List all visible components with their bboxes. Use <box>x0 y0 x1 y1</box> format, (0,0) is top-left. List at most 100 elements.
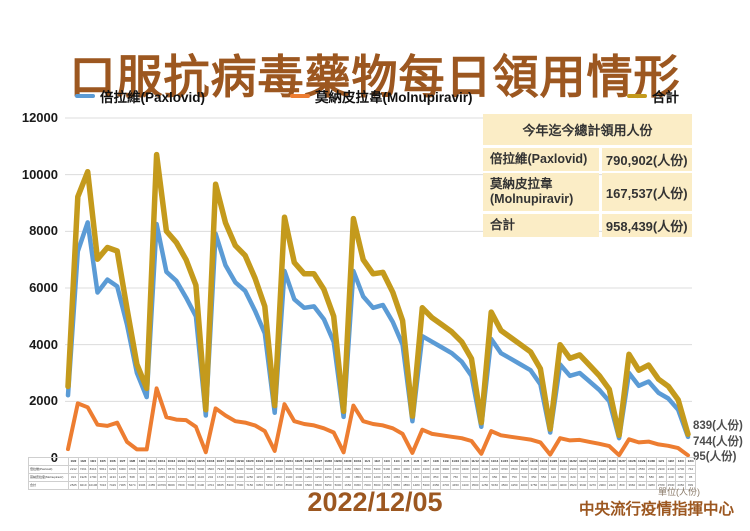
date-cell: 11/28 <box>626 456 638 467</box>
date-cell: 10/15 <box>195 456 207 467</box>
value-cell: 3640 <box>577 481 589 491</box>
value-cell: 850 <box>430 473 442 483</box>
value-cell: 4000 <box>557 481 569 491</box>
value-cell: 2900 <box>469 465 481 475</box>
summary-row-total: 合計 958,439(人份) <box>483 213 692 237</box>
value-cell: 950 <box>489 473 501 483</box>
value-cell: 4450 <box>450 481 461 491</box>
date-cell: 11/7 <box>420 456 432 467</box>
value-cell: 7291 <box>77 465 89 475</box>
value-cell: 1704 <box>205 481 216 491</box>
value-cell: 8009 <box>165 481 177 491</box>
value-cell: 2212 <box>68 465 79 475</box>
value-cell: 3520 <box>567 481 579 491</box>
value-cell: 3300 <box>518 465 530 475</box>
value-cell: 3100 <box>528 465 540 475</box>
value-cell: 6296 <box>107 465 118 475</box>
value-cell: 5300 <box>371 465 383 475</box>
date-cell: 10/5 <box>97 456 109 467</box>
date-cell: 11/6 <box>410 456 422 467</box>
value-cell: 1300 <box>293 473 305 483</box>
molnupiravir-line-marker-icon <box>290 93 310 99</box>
value-cell: 1500 <box>224 473 236 483</box>
value-cell: 1850 <box>352 473 363 483</box>
date-cell: 11/14 <box>489 456 501 467</box>
date-cell: 10/26 <box>303 456 314 467</box>
summary-row-molnupiravir: 莫納皮拉韋(Molnupiravir) 167,537(人份) <box>483 173 692 211</box>
value-cell: 5274 <box>126 481 138 491</box>
value-cell: 6900 <box>293 481 305 491</box>
series-row-label: 合計 <box>28 481 69 491</box>
value-cell: 744 <box>685 465 696 475</box>
table-row: 莫納皮拉韋(Molnupiravir) 313 1928 1790 1175 1133 12… <box>28 473 696 483</box>
value-cell: 700 <box>616 465 628 475</box>
date-cell: 11/15 <box>499 456 510 467</box>
value-cell: 304 <box>136 473 148 483</box>
value-cell: 800 <box>616 481 628 491</box>
value-cell: 4250 <box>508 481 520 491</box>
date-cell: 12/2 <box>665 456 677 467</box>
table-row: 合計 2525 9219 10106 7016 7429 7305 5274 3306 2455 1… <box>28 481 696 491</box>
date-cell: 10/10 <box>146 456 158 467</box>
value-cell: 5000 <box>195 465 207 475</box>
value-cell: 3002 <box>136 465 148 475</box>
value-cell: 8254 <box>156 465 167 475</box>
value-cell: 1200 <box>371 473 383 483</box>
date-cell: 10/9 <box>136 456 148 467</box>
value-cell: 4200 <box>489 465 501 475</box>
summary-box: 今年迄今總計領用人份 倍拉維(Paxlovid) 790,902(人份) 莫納皮… <box>483 114 692 237</box>
value-cell: 3500 <box>508 465 520 475</box>
value-cell: 10709 <box>156 481 167 491</box>
paxlovid-line-marker-icon <box>75 93 95 99</box>
date-cell: 10/22 <box>263 456 275 467</box>
value-cell: 500 <box>597 473 608 483</box>
value-cell: 180 <box>410 473 422 483</box>
value-cell: 5600 <box>293 465 305 475</box>
date-cell: 11/16 <box>508 456 520 467</box>
value-cell: 6060 <box>116 465 128 475</box>
value-cell: 3300 <box>557 465 569 475</box>
date-cell: 10/6 <box>107 456 118 467</box>
value-cell: 3150 <box>538 481 550 491</box>
date-cell: 12/3 <box>675 456 687 467</box>
date-cell: 10/18 <box>224 456 236 467</box>
date-cell: 10/14 <box>185 456 197 467</box>
y-axis-tick: 2000 <box>29 393 58 409</box>
date-cell: 11/24 <box>587 456 599 467</box>
summary-value-molnupiravir: 167,537(人份) <box>601 173 692 211</box>
value-cell: 3750 <box>528 481 540 491</box>
series-row-label: 莫納皮拉韋(Molnupiravir) <box>28 473 69 483</box>
date-cell: 11/3 <box>381 456 393 467</box>
date-cell: 12/4 <box>685 456 696 467</box>
date-cell: 10/31 <box>352 456 363 467</box>
value-cell: 6200 <box>234 465 246 475</box>
date-cell: 11/4 <box>391 456 403 467</box>
summary-label-molnupiravir: 莫納皮拉韋(Molnupiravir) <box>483 173 599 211</box>
value-cell: 5662 <box>185 465 197 475</box>
value-cell: 1900 <box>283 473 295 483</box>
value-cell: 4500 <box>499 481 510 491</box>
value-cell: 4300 <box>420 465 432 475</box>
value-cell: 1050 <box>391 473 403 483</box>
summary-label-total: 合計 <box>483 213 599 237</box>
value-cell: 1928 <box>77 473 89 483</box>
value-cell: 550 <box>636 473 648 483</box>
value-cell: 2420 <box>606 481 618 491</box>
legend-label-total: 合計 <box>652 90 679 105</box>
date-cell: 11/17 <box>518 456 530 467</box>
date-cell: 10/25 <box>293 456 305 467</box>
value-cell: 3700 <box>450 465 461 475</box>
date-cell: 11/2 <box>371 456 383 467</box>
value-cell: 900 <box>332 473 344 483</box>
date-cell: 10/7 <box>116 456 128 467</box>
value-cell: 304 <box>146 473 158 483</box>
date-cell: 10/21 <box>254 456 265 467</box>
value-cell: 5350 <box>263 481 275 491</box>
value-cell: 2300 <box>655 465 667 475</box>
value-cell: 700 <box>518 473 530 483</box>
y-axis-tick: 12000 <box>21 110 58 125</box>
legend-label-molnupiravir: 莫納皮拉韋(Molnupiravir) <box>315 90 473 105</box>
value-cell: 1850 <box>273 481 285 491</box>
value-cell: 620 <box>567 473 579 483</box>
date-cell: 10/8 <box>126 456 138 467</box>
